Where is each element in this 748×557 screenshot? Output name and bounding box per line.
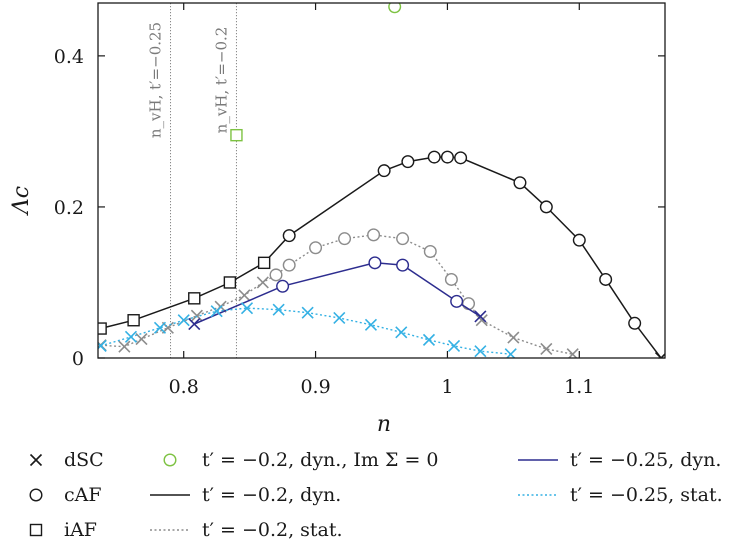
data-point (223, 276, 237, 289)
data-point (377, 164, 391, 178)
data-point (599, 272, 613, 286)
data-point (269, 268, 283, 282)
data-point (210, 305, 223, 318)
data-point (444, 272, 458, 286)
data-point (396, 258, 410, 272)
data-point (507, 331, 520, 344)
data-point (230, 128, 243, 142)
data-point (98, 322, 107, 335)
y-tick-label: 0.2 (54, 197, 84, 219)
series-line (100, 156, 662, 358)
data-point (135, 333, 148, 346)
y-axis-title: Λc (9, 186, 34, 216)
data-point (450, 294, 464, 308)
data-point (338, 232, 352, 246)
van-hove-lines: n_vH, t′=−0.25 n_vH, t′=−0.2 (147, 3, 237, 358)
vh-line-label: n_vH, t′=−0.2 (212, 27, 230, 134)
data-point (454, 151, 468, 165)
data-point (272, 303, 285, 316)
vh-line-label: n_vH, t′=−0.25 (147, 22, 165, 138)
data-point (395, 326, 408, 339)
data-point (572, 233, 586, 247)
data-point (127, 314, 140, 327)
series-0 (98, 150, 665, 358)
data-point (427, 150, 441, 164)
series-line (194, 262, 481, 325)
legend-marker-square (29, 523, 43, 537)
series-line (100, 234, 573, 355)
series-2 (188, 256, 487, 331)
data-point (423, 244, 437, 258)
data-point (190, 309, 203, 322)
x-axis-title: n (377, 412, 391, 437)
data-point (422, 333, 436, 346)
data-point (309, 241, 323, 255)
x-tick-label: 0.8 (169, 376, 199, 398)
series-1 (98, 228, 579, 358)
x-tick-label: 0.9 (300, 376, 330, 398)
series-layer (98, 3, 665, 358)
data-point (282, 258, 296, 272)
legend-marker-circle (29, 488, 43, 502)
data-point (188, 317, 201, 331)
legend-label: cAF (64, 484, 102, 506)
data-point (474, 345, 487, 358)
legend-label: dSC (64, 449, 104, 471)
data-point (540, 342, 553, 356)
data-point (153, 321, 167, 334)
y-tick-label: 0.4 (54, 46, 84, 68)
data-point (364, 318, 378, 331)
legend-label: iAF (64, 519, 97, 541)
legend-series-label: t′ = −0.25, stat. (570, 484, 723, 506)
data-point (256, 276, 269, 289)
data-point (282, 229, 296, 243)
data-point (513, 176, 527, 190)
data-point (301, 306, 314, 319)
data-point (177, 314, 190, 327)
data-point (118, 340, 131, 353)
y-tick-label: 0 (72, 348, 84, 370)
data-point (367, 228, 381, 242)
data-point (238, 289, 251, 302)
data-point (401, 155, 415, 169)
data-point (447, 339, 461, 352)
data-point (628, 316, 642, 330)
x-tick-label: 1.1 (564, 376, 594, 398)
data-point (440, 150, 454, 164)
data-point (188, 292, 201, 305)
legend-sample-marker (163, 453, 177, 467)
data-point (124, 330, 138, 343)
series-4 (230, 3, 402, 142)
data-point (368, 256, 382, 270)
data-point (240, 302, 254, 315)
data-point (98, 339, 107, 352)
legend: dSC cAF iAF t′ = −0.2, dyn., Im Σ = 0 t′ = −… (29, 449, 723, 541)
legend-series-label: t′ = −0.2, stat. (202, 519, 343, 541)
data-point (388, 3, 402, 14)
data-point (475, 314, 488, 327)
data-point (276, 279, 290, 293)
plot-frame (97, 2, 666, 359)
data-point (539, 200, 553, 214)
legend-marker-cross (29, 453, 43, 467)
data-point (396, 232, 410, 246)
legend-series-label: t′ = −0.2, dyn., Im Σ = 0 (202, 449, 439, 471)
data-point (462, 297, 476, 311)
data-point (474, 310, 487, 323)
data-point (333, 311, 346, 325)
legend-series-label: t′ = −0.2, dyn. (202, 484, 341, 506)
data-point (257, 256, 271, 270)
legend-series-label: t′ = −0.25, dyn. (570, 449, 721, 471)
axis-ticks: 0.8 0.9 1 1.1 0 0.2 0.4 (54, 3, 665, 398)
x-tick-label: 1 (441, 376, 453, 398)
